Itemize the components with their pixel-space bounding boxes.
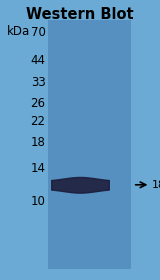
Text: 44: 44 [31,54,46,67]
Text: kDa: kDa [6,25,30,38]
Text: 10: 10 [31,195,46,208]
Text: 26: 26 [31,97,46,110]
FancyBboxPatch shape [48,20,131,269]
Text: 33: 33 [31,76,46,89]
Text: 18: 18 [31,136,46,149]
Text: 14: 14 [31,162,46,174]
Text: Western Blot: Western Blot [26,7,134,22]
Text: 22: 22 [31,115,46,128]
Text: 70: 70 [31,26,46,39]
Text: 18kDa: 18kDa [152,180,160,190]
